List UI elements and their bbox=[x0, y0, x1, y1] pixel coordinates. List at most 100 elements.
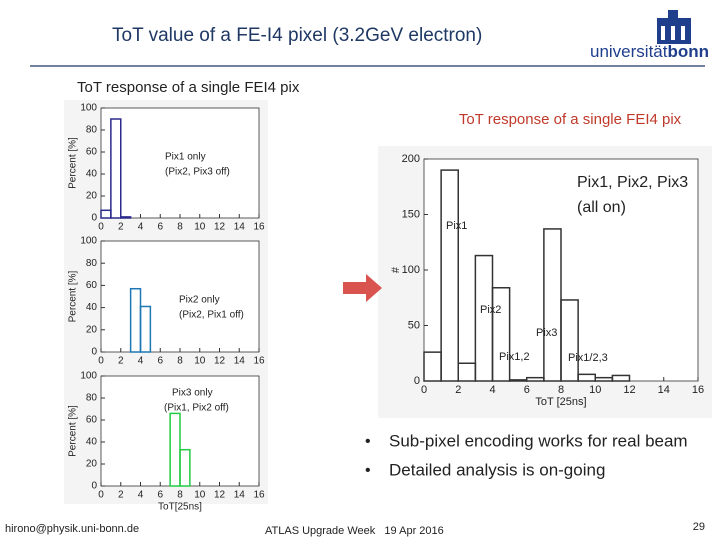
bullet: Detailed analysis is on-going bbox=[389, 460, 605, 479]
y-tick-label: 100 bbox=[402, 264, 420, 276]
x-tick-label: 2 bbox=[118, 222, 124, 233]
histogram-bar bbox=[508, 379, 528, 382]
y-tick-label: 0 bbox=[91, 213, 97, 224]
y-tick-label: 100 bbox=[80, 371, 97, 382]
y-tick-label: 0 bbox=[91, 347, 97, 358]
x-tick-label: 12 bbox=[214, 490, 226, 501]
y-tick-label: 0 bbox=[91, 481, 97, 492]
annotation: Pix1, Pix2, Pix3 bbox=[577, 174, 688, 191]
y-tick-label: 40 bbox=[86, 302, 98, 313]
x-axis-label: ToT[25ns] bbox=[158, 502, 202, 513]
y-axis-label: Percent [%] bbox=[68, 405, 79, 457]
x-axis-label: ToT [25ns] bbox=[535, 396, 586, 408]
histogram-bar bbox=[179, 448, 191, 487]
x-tick-label: 6 bbox=[157, 490, 163, 501]
x-tick-label: 8 bbox=[558, 384, 564, 396]
histogram-bar bbox=[110, 118, 122, 219]
y-tick-label: 0 bbox=[414, 375, 420, 387]
bullet: Sub-pixel encoding works for real beam bbox=[389, 431, 688, 450]
x-tick-label: 14 bbox=[234, 356, 246, 367]
annotation: (Pix2, Pix3 off) bbox=[165, 167, 230, 178]
y-tick-label: 150 bbox=[402, 208, 420, 220]
x-tick-label: 4 bbox=[138, 356, 144, 367]
y-tick-label: 60 bbox=[86, 280, 98, 291]
x-tick-label: 16 bbox=[253, 490, 265, 501]
y-tick-label: 200 bbox=[402, 153, 420, 165]
y-tick-label: 20 bbox=[86, 459, 98, 470]
y-tick-label: 50 bbox=[408, 319, 420, 331]
x-tick-label: 2 bbox=[118, 356, 124, 367]
x-tick-label: 0 bbox=[421, 384, 427, 396]
x-tick-label: 0 bbox=[98, 356, 104, 367]
footer-email: hirono@physik.uni-bonn.de bbox=[5, 523, 139, 535]
x-tick-label: 2 bbox=[455, 384, 461, 396]
annotation: (Pix2, Pix1 off) bbox=[179, 310, 244, 321]
y-tick-label: 60 bbox=[86, 147, 98, 158]
slide-title: ToT value of a FE-I4 pixel (3.2GeV elect… bbox=[112, 25, 482, 46]
x-tick-label: 14 bbox=[234, 490, 246, 501]
histogram-bar bbox=[120, 216, 132, 219]
histogram-bar bbox=[491, 287, 511, 382]
y-tick-label: 40 bbox=[86, 437, 98, 448]
x-tick-label: 6 bbox=[157, 356, 163, 367]
x-tick-label: 8 bbox=[177, 222, 183, 233]
y-tick-label: 80 bbox=[86, 393, 98, 404]
annotation: Pix1/2,3 bbox=[568, 352, 608, 364]
bullet-dot: • bbox=[365, 433, 371, 450]
chart-title: ToT response of a single FEI4 pix bbox=[459, 111, 682, 128]
x-tick-label: 10 bbox=[589, 384, 601, 396]
y-tick-label: 60 bbox=[86, 415, 98, 426]
x-tick-label: 8 bbox=[177, 356, 183, 367]
x-tick-label: 12 bbox=[214, 222, 226, 233]
arrow bbox=[343, 274, 382, 302]
histogram-bar bbox=[611, 374, 631, 382]
annotation: Pix2 bbox=[480, 304, 501, 316]
x-tick-label: 12 bbox=[214, 356, 226, 367]
y-tick-label: 20 bbox=[86, 191, 98, 202]
x-tick-label: 0 bbox=[98, 222, 104, 233]
annotation: Pix2 only bbox=[179, 295, 220, 306]
y-axis-label: Percent [%] bbox=[68, 137, 79, 189]
annotation: (Pix1, Pix2 off) bbox=[164, 403, 229, 414]
x-tick-label: 4 bbox=[138, 222, 144, 233]
x-tick-label: 10 bbox=[194, 356, 206, 367]
logo-word: universität bbox=[590, 42, 668, 61]
x-tick-label: 16 bbox=[253, 222, 265, 233]
left-heading: ToT response of a single FEI4 pix bbox=[77, 79, 300, 96]
histogram-bar bbox=[139, 305, 152, 353]
x-tick-label: 6 bbox=[524, 384, 530, 396]
y-tick-label: 20 bbox=[86, 324, 98, 335]
x-tick-label: 10 bbox=[194, 222, 206, 233]
y-tick-label: 80 bbox=[86, 125, 98, 136]
x-tick-label: 14 bbox=[658, 384, 670, 396]
logo-text: universitätbonn bbox=[590, 42, 709, 61]
x-tick-label: 4 bbox=[489, 384, 495, 396]
x-tick-label: 16 bbox=[692, 384, 704, 396]
footer-event: ATLAS Upgrade Week 19 Apr 2016 bbox=[265, 525, 444, 537]
y-axis-label: # bbox=[390, 266, 402, 273]
plot-area bbox=[100, 107, 260, 219]
x-tick-label: 12 bbox=[623, 384, 635, 396]
page-number: 29 bbox=[693, 521, 705, 533]
annotation: Pix3 only bbox=[172, 388, 213, 399]
y-tick-label: 40 bbox=[86, 169, 98, 180]
x-tick-label: 0 bbox=[98, 490, 104, 501]
x-tick-label: 14 bbox=[234, 222, 246, 233]
logo-word-bold: bonn bbox=[667, 42, 709, 61]
annotation: Pix1,2 bbox=[499, 351, 530, 363]
annotation: Pix3 bbox=[536, 327, 557, 339]
plot-area bbox=[100, 240, 260, 353]
annotation: (all on) bbox=[577, 199, 626, 216]
histogram-bar bbox=[560, 299, 579, 382]
histogram-bar bbox=[440, 169, 459, 382]
y-tick-label: 100 bbox=[80, 236, 97, 247]
y-tick-label: 80 bbox=[86, 258, 98, 269]
x-tick-label: 4 bbox=[138, 490, 144, 501]
x-tick-label: 16 bbox=[253, 356, 265, 367]
x-tick-label: 2 bbox=[118, 490, 124, 501]
y-axis-label: Percent [%] bbox=[68, 270, 79, 322]
x-tick-label: 8 bbox=[177, 490, 183, 501]
annotation: Pix1 only bbox=[165, 152, 206, 163]
